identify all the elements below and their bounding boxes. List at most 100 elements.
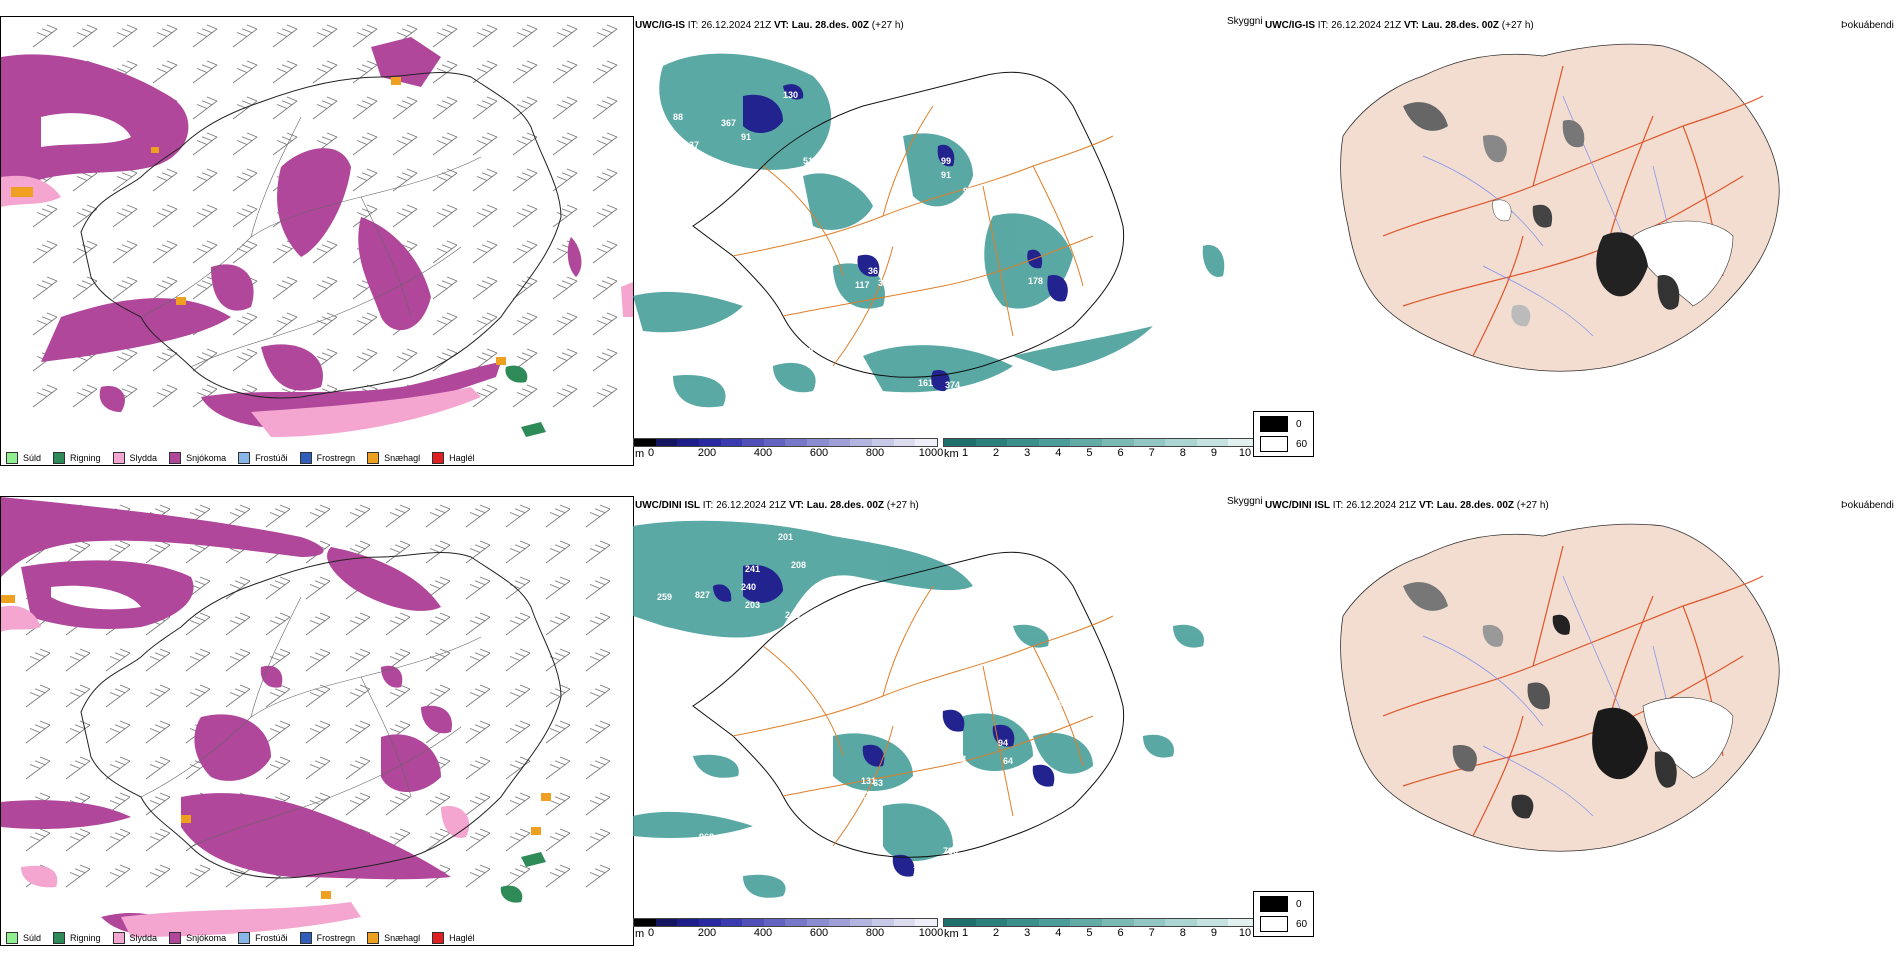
wind-barb-feather	[474, 796, 486, 802]
wind-barb-feather	[526, 96, 538, 102]
wind-barb	[112, 172, 138, 192]
legend-label: Slydda	[129, 933, 158, 943]
wind-barb-feather	[149, 872, 161, 877]
wind-barb-feather	[359, 828, 371, 834]
wind-barb	[552, 352, 578, 372]
wind-barb-feather	[156, 392, 168, 397]
wind-barb-feather	[474, 652, 486, 658]
wind-barb-feather	[566, 312, 578, 318]
precip-map[interactable]	[0, 496, 634, 946]
wind-barb	[505, 616, 531, 636]
wind-barb-feather	[281, 280, 293, 286]
wind-barb	[465, 616, 491, 636]
wind-barb-feather	[479, 864, 491, 870]
wind-barb	[305, 688, 331, 708]
legend-item: Snæhagl	[367, 452, 420, 464]
wind-barb-feather	[74, 868, 86, 874]
visibility-value-label: 63	[873, 778, 883, 788]
wind-barb	[225, 652, 251, 672]
wind-barb-feather	[481, 172, 493, 178]
panel-header: UWC/IG-IS IT: 26.12.2024 21Z VT: Lau. 28…	[635, 20, 904, 31]
wind-barb-feather	[79, 720, 91, 726]
wind-barb-feather	[401, 244, 413, 250]
wind-barb-feather	[601, 352, 613, 358]
wind-barb	[225, 580, 251, 600]
wind-barb	[32, 316, 58, 336]
wind-barb	[305, 760, 331, 780]
wind-barb-feather	[234, 652, 246, 658]
wind-barb-feather	[116, 68, 128, 73]
wind-barb	[145, 652, 171, 672]
wind-barb	[272, 244, 298, 264]
colorbar-tick: 6	[1117, 927, 1124, 939]
wind-barb-feather	[316, 356, 328, 361]
wind-barb-feather	[319, 504, 331, 510]
wind-barb-feather	[159, 828, 171, 834]
wind-barb-feather	[566, 132, 578, 138]
wind-barb-feather	[406, 204, 418, 210]
colorbar-tick: 800	[865, 447, 885, 459]
wind-barb	[145, 688, 171, 708]
wind-barb-feather	[481, 136, 493, 142]
wind-barb	[512, 28, 538, 48]
visibility-map[interactable]: 130 293 88 367 91 37 64 51 99 91 99 70 72 36 329 117 178…	[633, 36, 1263, 426]
wind-barb	[385, 544, 411, 564]
wind-barb-feather	[519, 720, 531, 726]
road-network	[732, 105, 1114, 367]
wind-barb	[545, 616, 571, 636]
low-visibility-areas	[633, 520, 1204, 898]
wind-barb-feather	[594, 652, 606, 658]
fog-legend-swatch	[1260, 416, 1288, 432]
visibility-map[interactable]: 201 208 241 259 827 240 203 243 464 139 72 94 218 64 1…	[633, 516, 1263, 906]
fog-map[interactable]	[1303, 36, 1863, 436]
wind-barb-feather	[356, 284, 368, 289]
wind-barb	[265, 508, 291, 528]
colorbar-tick: 2	[993, 447, 1000, 459]
wind-barb	[112, 28, 138, 48]
wind-barb-feather	[234, 868, 246, 874]
wind-barb-feather	[429, 800, 441, 805]
wind-barb-feather	[366, 168, 378, 174]
wind-barb-feather	[39, 828, 51, 834]
wind-barb	[385, 616, 411, 636]
wind-barb-feather	[356, 104, 368, 109]
wind-barb	[465, 868, 491, 888]
colorbar-tick: 4	[1055, 447, 1062, 459]
wind-barb-feather	[39, 756, 51, 762]
wind-barb-feather	[206, 168, 218, 174]
wind-barb-feather	[469, 836, 481, 841]
wind-barb-feather	[196, 140, 208, 145]
wind-barb-feather	[556, 248, 568, 253]
wind-barb-feather	[319, 648, 331, 654]
wind-barb	[265, 580, 291, 600]
fog-legend-item: 0	[1260, 416, 1307, 432]
snow-pellets	[1, 595, 551, 899]
fog-map[interactable]	[1303, 516, 1863, 916]
visibility-value-label: 798	[978, 400, 993, 410]
wind-barb-feather	[606, 384, 618, 390]
visibility-value-label: 201	[778, 532, 793, 542]
wind-barb-feather	[279, 684, 291, 690]
legend-swatch	[432, 452, 445, 464]
wind-barb-feather	[601, 208, 613, 214]
snow-areas	[1, 497, 452, 935]
wind-barb-feather	[81, 172, 93, 178]
wind-barb-feather	[486, 96, 498, 102]
wind-barb-feather	[474, 868, 486, 874]
wind-barb-feather	[519, 864, 531, 870]
wind-barb-feather	[114, 544, 126, 550]
wind-barb-feather	[149, 764, 161, 769]
wind-barb-feather	[36, 392, 48, 397]
wind-barb-feather	[274, 724, 286, 730]
wind-barb-feather	[274, 652, 286, 658]
wind-barb-feather	[479, 504, 491, 510]
wind-barb	[585, 652, 611, 672]
wind-barb-feather	[596, 140, 608, 145]
wind-barb-feather	[509, 584, 521, 589]
wind-barb	[552, 388, 578, 408]
wind-barb	[552, 280, 578, 300]
precip-map[interactable]	[0, 16, 634, 466]
wind-barb-feather	[594, 796, 606, 802]
wind-barb-feather	[596, 356, 608, 361]
wind-barb-feather	[201, 352, 213, 358]
